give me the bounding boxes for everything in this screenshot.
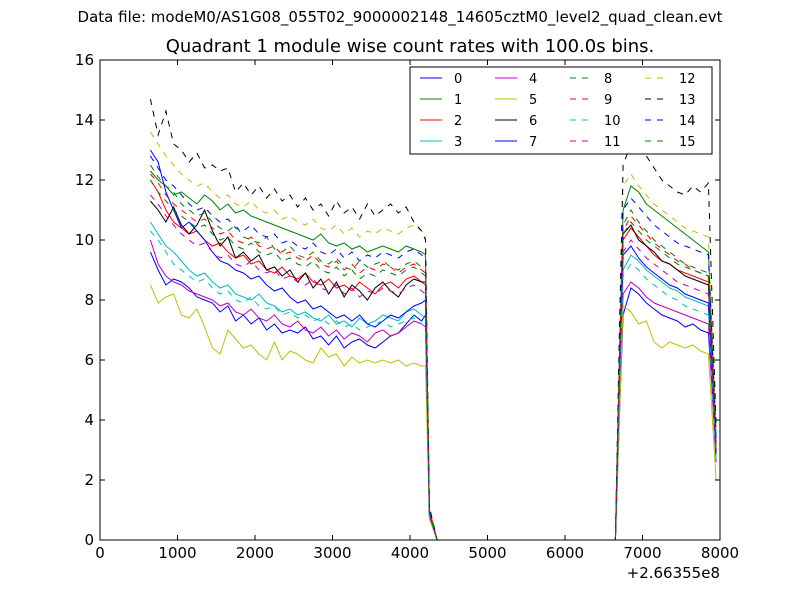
legend-box [409,66,713,155]
legend-label-9: 9 [604,93,612,108]
series-line-5 [149,284,717,541]
series-line-10 [150,230,717,541]
legend-label-0: 0 [454,72,462,87]
x-tick-label: 3000 [313,544,351,562]
legend-label-12: 12 [679,72,696,87]
x-tick-label: 4000 [391,544,429,562]
series-line-7 [149,149,717,541]
series-line-13 [149,98,717,541]
y-tick-label: 4 [84,411,94,429]
legend-label-1: 1 [454,93,462,108]
legend-label-2: 2 [454,114,462,129]
x-tick-label: 6000 [546,544,584,562]
legend-label-7: 7 [529,135,537,150]
chart-title: Quadrant 1 module wise count rates with … [165,36,655,57]
y-tick-label: 8 [84,291,94,309]
series-lines [149,98,717,541]
series-line-4 [149,239,717,541]
x-tick-label: 5000 [468,544,506,562]
legend-label-4: 4 [529,72,537,87]
series-line-15 [149,179,717,541]
y-tick-label: 10 [75,231,94,249]
y-tick-label: 12 [75,171,94,189]
y-tick-label: 2 [84,471,94,489]
y-tick-label: 14 [75,111,94,129]
y-tick-label: 6 [84,351,94,369]
x-tick-label: 1000 [158,544,196,562]
legend-label-6: 6 [529,114,537,129]
legend-label-15: 15 [679,135,696,150]
x-tick-label: 8000 [701,544,739,562]
legend-label-10: 10 [604,114,621,129]
y-tick-label: 16 [75,51,94,69]
series-line-14 [149,155,717,541]
legend-label-3: 3 [454,135,462,150]
x-offset-label: +2.66355e8 [627,564,720,582]
legend-label-14: 14 [679,114,696,129]
x-tick-label: 7000 [623,544,661,562]
legend-label-11: 11 [604,135,621,150]
series-line-8 [149,164,717,541]
series-line-6 [150,200,717,541]
x-tick-label: 2000 [236,544,274,562]
legend-label-5: 5 [529,93,537,108]
y-tick-label: 0 [84,531,94,549]
legend-label-8: 8 [604,72,612,87]
series-line-0 [149,251,717,541]
legend-label-13: 13 [679,93,696,108]
x-tick-label: 0 [95,544,105,562]
figure-suptitle: Data file: modeM0/AS1G08_055T02_90000021… [77,8,723,26]
axis-ticks: 0 1000 2000 3000 4000 5000 6000 7000 80000246810… [75,51,739,562]
series-line-2 [149,179,717,541]
series-line-12 [149,131,717,541]
